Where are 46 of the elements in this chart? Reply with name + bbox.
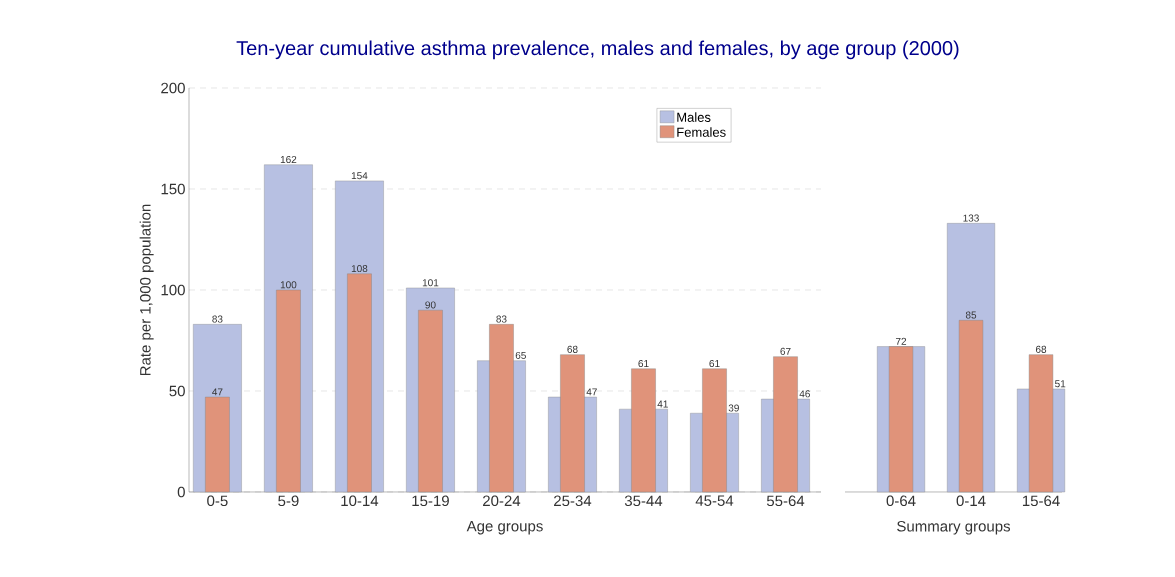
data-label: 68 <box>567 345 578 353</box>
x-tick-label: 55-64 <box>766 495 805 507</box>
y-tick-label: 0 <box>177 486 185 498</box>
legend-label: Males <box>677 112 711 122</box>
y-tick-label: 100 <box>161 284 185 296</box>
y-tick-label: 200 <box>161 82 185 94</box>
data-label: 41 <box>657 400 668 408</box>
x-tick-label: 15-64 <box>1022 495 1060 507</box>
y-tick-label: 150 <box>161 183 185 195</box>
x-tick-label: 5-9 <box>278 495 299 507</box>
data-label: 83 <box>212 315 223 323</box>
x-tick-label: 10-14 <box>341 495 379 507</box>
y-axis-title: Rate per 1,000 population <box>139 204 154 376</box>
x-tick-label: 20-24 <box>483 495 521 507</box>
data-label: 162 <box>280 155 297 164</box>
data-label: 100 <box>280 281 297 289</box>
data-label: 90 <box>425 301 436 309</box>
data-label: 83 <box>496 315 507 323</box>
data-label: 85 <box>965 311 977 319</box>
y-tick-label: 50 <box>169 385 185 397</box>
data-label: 68 <box>1035 345 1047 353</box>
x-axis-title: Age groups <box>466 520 543 535</box>
x-tick-label: 45-54 <box>695 495 734 506</box>
data-label: 39 <box>728 404 739 412</box>
data-label: 51 <box>1055 380 1066 388</box>
x-axis-title: Summary groups <box>897 520 1011 535</box>
data-label: 61 <box>709 359 720 368</box>
legend-label: Females <box>677 127 726 137</box>
x-tick-label: 25-34 <box>554 495 592 507</box>
data-label: 133 <box>963 214 979 222</box>
chart-title: Ten-year cumulative asthma prevalence, males and females, by age group (2000) <box>236 40 959 60</box>
data-label: 67 <box>780 347 791 355</box>
data-label: 72 <box>895 337 907 345</box>
data-label: 47 <box>212 388 223 396</box>
x-tick-label: 0-14 <box>956 495 986 507</box>
x-tick-label: 0-5 <box>207 495 228 507</box>
x-tick-label: 15-19 <box>412 495 449 507</box>
data-label: 154 <box>351 172 368 180</box>
data-label: 108 <box>351 265 368 273</box>
data-label: 61 <box>638 359 649 368</box>
data-label: 101 <box>422 279 439 287</box>
data-label: 46 <box>799 390 810 398</box>
x-tick-label: 0-64 <box>886 495 916 507</box>
data-label: 65 <box>515 351 526 359</box>
data-label: 47 <box>586 388 597 396</box>
x-tick-label: 35-44 <box>624 495 663 507</box>
